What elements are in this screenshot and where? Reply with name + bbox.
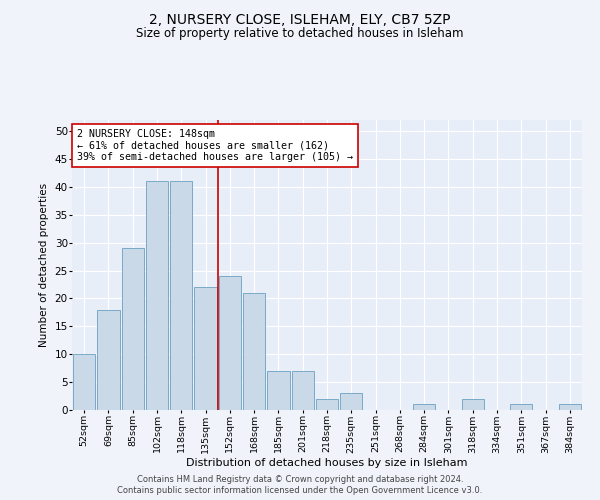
Bar: [510, 404, 532, 410]
Bar: [146, 182, 168, 410]
Text: Size of property relative to detached houses in Isleham: Size of property relative to detached ho…: [136, 28, 464, 40]
Bar: [461, 399, 484, 410]
Bar: [243, 293, 265, 410]
X-axis label: Distribution of detached houses by size in Isleham: Distribution of detached houses by size …: [186, 458, 468, 468]
Bar: [267, 371, 290, 410]
Bar: [559, 404, 581, 410]
Bar: [292, 371, 314, 410]
Bar: [122, 248, 144, 410]
Text: Contains HM Land Registry data © Crown copyright and database right 2024.: Contains HM Land Registry data © Crown c…: [137, 475, 463, 484]
Text: 2 NURSERY CLOSE: 148sqm
← 61% of detached houses are smaller (162)
39% of semi-d: 2 NURSERY CLOSE: 148sqm ← 61% of detache…: [77, 128, 353, 162]
Bar: [413, 404, 436, 410]
Bar: [170, 182, 193, 410]
Y-axis label: Number of detached properties: Number of detached properties: [39, 183, 49, 347]
Bar: [340, 394, 362, 410]
Text: Contains public sector information licensed under the Open Government Licence v3: Contains public sector information licen…: [118, 486, 482, 495]
Bar: [194, 288, 217, 410]
Bar: [73, 354, 95, 410]
Bar: [316, 399, 338, 410]
Bar: [97, 310, 119, 410]
Text: 2, NURSERY CLOSE, ISLEHAM, ELY, CB7 5ZP: 2, NURSERY CLOSE, ISLEHAM, ELY, CB7 5ZP: [149, 12, 451, 26]
Bar: [218, 276, 241, 410]
